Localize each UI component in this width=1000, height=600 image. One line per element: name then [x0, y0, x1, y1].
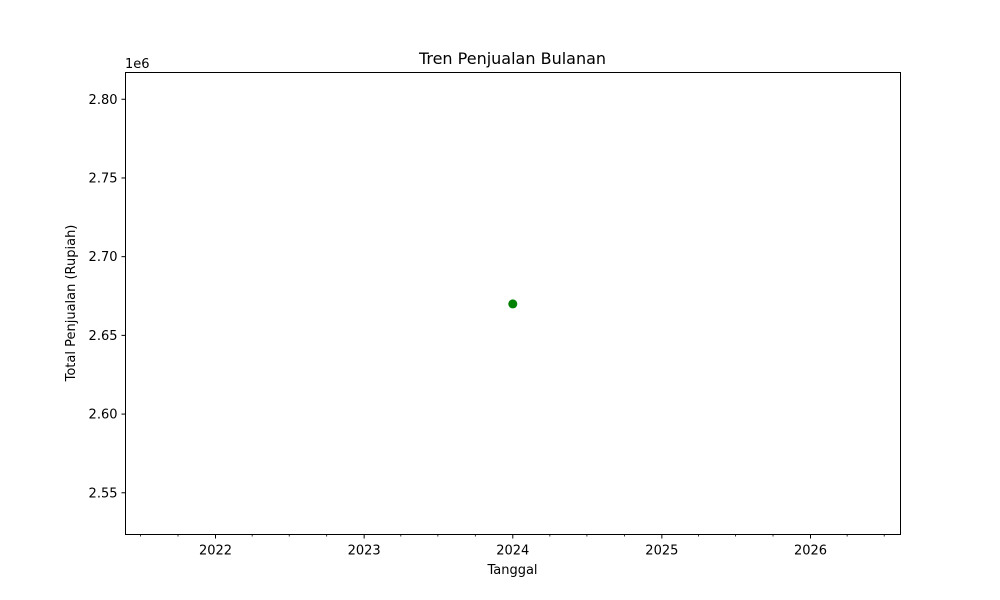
y-tick-label: 2.60: [89, 408, 118, 423]
x-tick-label: 2025: [645, 544, 678, 559]
y-axis-label: Total Penjualan (Rupiah): [64, 225, 79, 383]
data-point: [508, 299, 518, 309]
y-axis-ticks: 2.55 2.60 2.65 2.70 2.75 2.80: [89, 93, 126, 501]
x-tick-label: 2024: [496, 544, 529, 559]
y-tick-label: 2.65: [89, 329, 118, 344]
x-tick-label: 2023: [348, 544, 381, 559]
x-axis-label: Tanggal: [486, 563, 537, 578]
y-axis-offset-label: 1e6: [125, 57, 150, 72]
y-tick-label: 2.70: [89, 250, 118, 265]
y-tick-label: 2.55: [89, 486, 118, 501]
y-tick-label: 2.80: [89, 93, 118, 108]
chart-title: Tren Penjualan Bulanan: [418, 49, 606, 68]
x-axis-ticks: 2022 2023 2024 2025 2026: [199, 534, 827, 559]
plot-frame: [125, 72, 901, 535]
scatter-series: [508, 299, 518, 309]
x-tick-label: 2022: [199, 544, 232, 559]
x-tick-label: 2026: [794, 544, 827, 559]
y-tick-label: 2.75: [89, 171, 118, 186]
